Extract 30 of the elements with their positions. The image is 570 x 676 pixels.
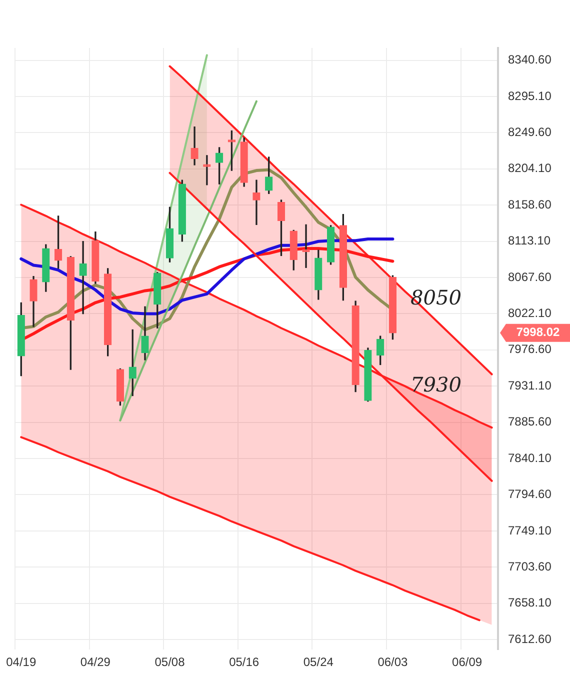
y-tick-label: 7612.60 [508, 632, 552, 646]
x-tick-label: 04/29 [80, 655, 111, 670]
y-tick-label: 7749.10 [508, 523, 552, 538]
candlestick [79, 241, 87, 314]
annotation: 8050 [410, 286, 462, 310]
y-tick-label: 8113.10 [508, 234, 551, 248]
x-tick-label: 05/08 [154, 655, 186, 670]
y-tick-label: 8022.10 [508, 306, 552, 320]
text: 7998.02 [516, 325, 560, 340]
y-tick-label: 8295.10 [508, 88, 552, 103]
x-tick-label: 05/16 [229, 655, 260, 670]
y-tick-label: 7794.60 [508, 487, 552, 502]
y-tick-label: 8204.10 [508, 161, 552, 176]
annotation: 7930 [410, 372, 462, 396]
y-tick-label: 8340.60 [508, 52, 552, 67]
y-tick-label: 8158.60 [508, 197, 552, 212]
y-tick-label: 8067.60 [508, 270, 552, 284]
y-tick-label: 7703.60 [508, 559, 552, 574]
x-tick-label: 04/19 [6, 655, 36, 670]
y-tick-label: 7885.60 [508, 414, 552, 429]
y-tick-label: 7658.10 [508, 596, 552, 610]
x-tick-label: 06/03 [378, 655, 408, 670]
x-tick-label: 05/24 [303, 655, 334, 670]
y-tick-label: 8249.60 [508, 124, 552, 139]
candlestick [252, 180, 260, 225]
y-tick-label: 7976.60 [508, 342, 552, 356]
x-tick-label: 06/09 [452, 655, 482, 670]
y-tick-label: 7931.10 [508, 378, 552, 392]
y-tick-label: 7840.10 [508, 450, 552, 465]
candlestick [203, 155, 211, 186]
